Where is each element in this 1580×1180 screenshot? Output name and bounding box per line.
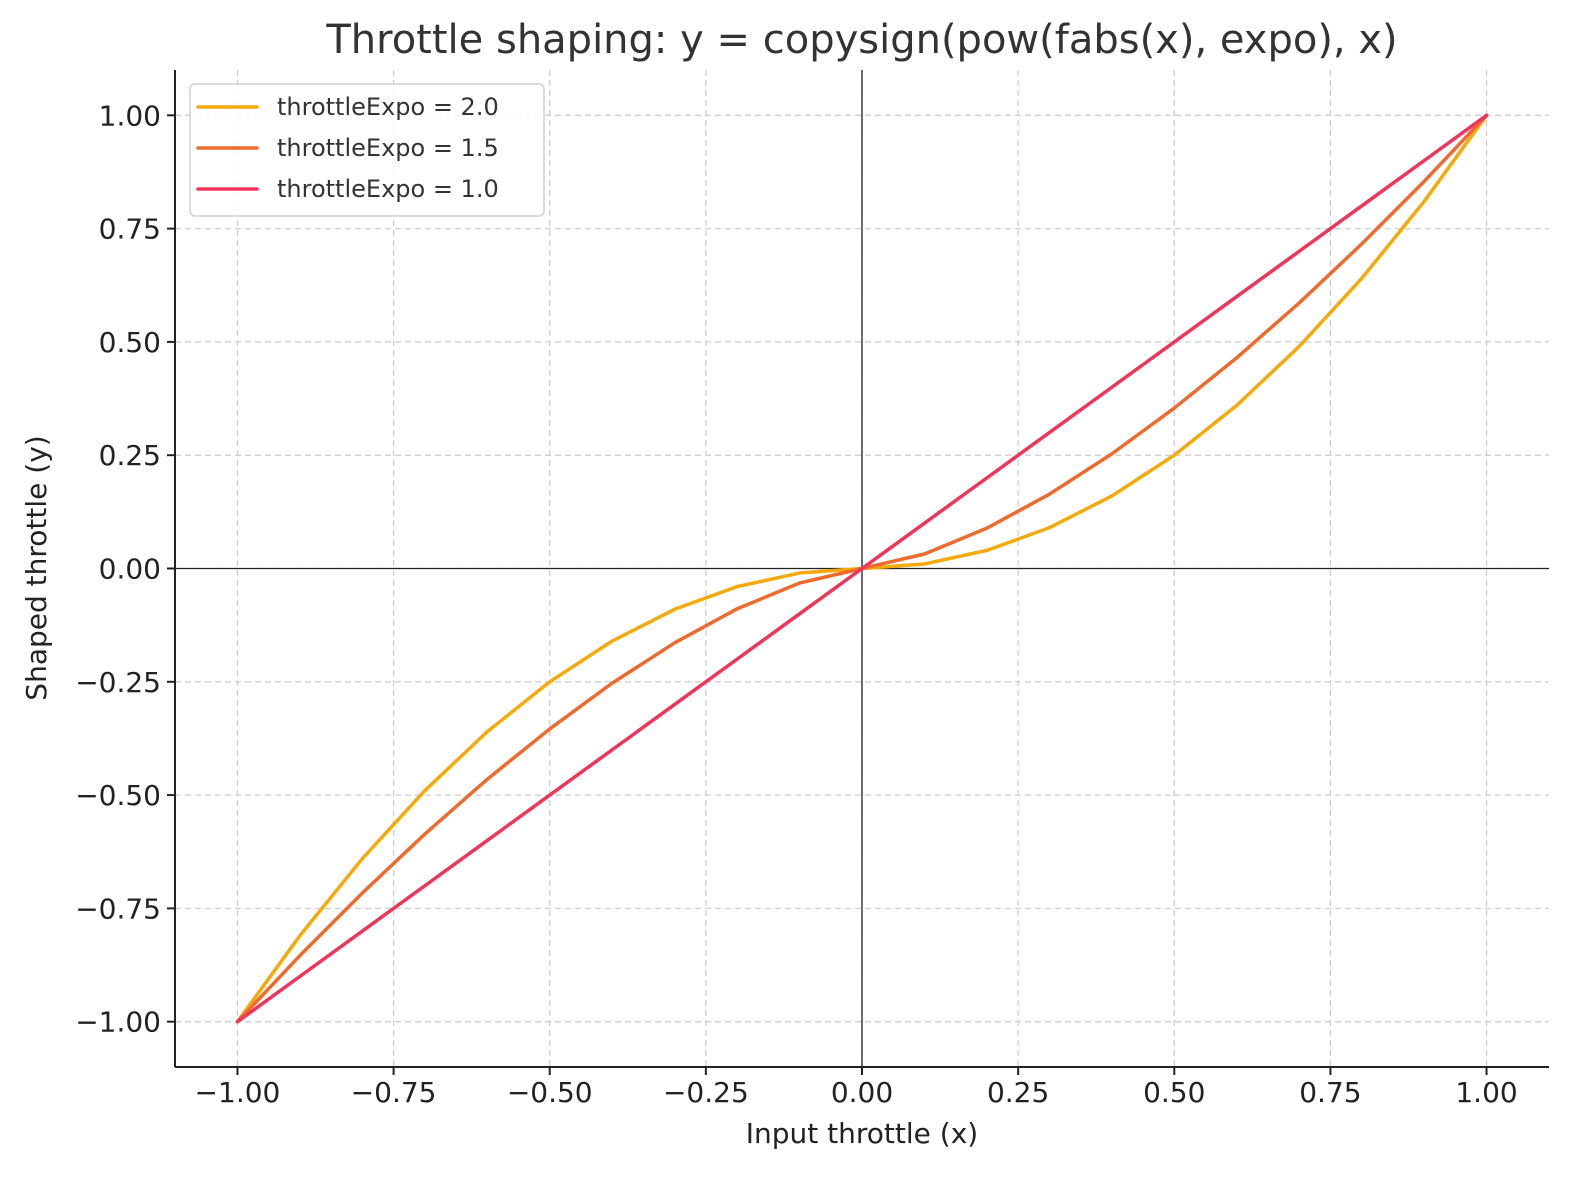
y-tick-label-4: 0.00 [99, 553, 161, 586]
legend-label-throttleexpo-2-0: throttleExpo = 2.0 [277, 93, 499, 121]
x-axis-ticks: −1.00 −0.75 −0.50 −0.25 0.00 0.25 0.50 0.75 1.00 [195, 1067, 1518, 1109]
y-tick-label-6: 0.50 [99, 326, 161, 359]
legend-label-throttleexpo-1-0: throttleExpo = 1.0 [277, 175, 499, 203]
legend-box [189, 83, 545, 217]
legend: throttleExpo = 2.0 throttleExpo = 1.5 thro… [189, 83, 545, 217]
y-tick-label-7: 0.75 [99, 213, 161, 246]
chart-title: Throttle shaping: y = copysign(pow(fabs(… [325, 17, 1397, 63]
x-tick-label-4: 0.00 [831, 1076, 893, 1109]
y-tick-label-8: 1.00 [99, 99, 161, 132]
x-tick-label-0: −1.00 [195, 1076, 281, 1109]
series-line-throttleexpo-1-0 [235, 113, 1489, 1024]
y-tick-label-5: 0.25 [99, 439, 161, 472]
x-tick-label-3: −0.25 [663, 1076, 749, 1109]
x-tick-label-8: 1.00 [1455, 1076, 1517, 1109]
x-tick-label-2: −0.50 [507, 1076, 593, 1109]
x-tick-label-5: 0.25 [987, 1076, 1049, 1109]
x-tick-label-1: −0.75 [351, 1076, 437, 1109]
y-tick-label-1: −0.75 [75, 892, 161, 925]
y-tick-label-3: −0.25 [75, 666, 161, 699]
x-axis-label: Input throttle (x) [746, 1117, 978, 1150]
series-lines [235, 113, 1489, 1024]
y-axis-ticks: −1.00 −0.75 −0.50 −0.25 0.00 0.25 0.50 0.75 1.00 [75, 99, 175, 1039]
legend-label-throttleexpo-1-5: throttleExpo = 1.5 [277, 134, 499, 162]
y-axis-label: Shaped throttle (y) [20, 435, 53, 700]
y-tick-label-2: −0.50 [75, 779, 161, 812]
y-tick-label-0: −1.00 [75, 1006, 161, 1039]
x-tick-label-6: 0.50 [1143, 1076, 1205, 1109]
x-tick-label-7: 0.75 [1299, 1076, 1361, 1109]
